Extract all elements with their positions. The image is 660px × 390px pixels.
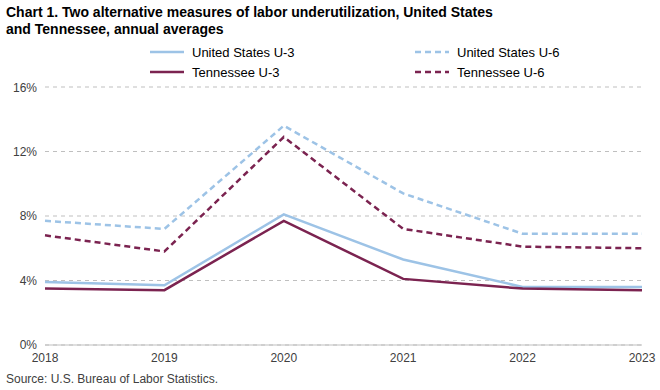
svg-text:2018: 2018 [32, 351, 59, 365]
html-text:Tennessee U-3: Tennessee U-3 [192, 64, 280, 80]
svg-text:2020: 2020 [270, 351, 297, 365]
svg-text:0%: 0% [20, 338, 38, 352]
html-text:Chart 1. Two alternative measu: Chart 1. Two alternative measures of lab… [6, 4, 493, 37]
svg-text:2021: 2021 [390, 351, 417, 365]
html-text:Source: U.S. Bureau of Labor S: Source: U.S. Bureau of Labor Statistics. [6, 372, 219, 386]
svg-text:2023: 2023 [629, 351, 652, 365]
html-text:United States U-3: United States U-3 [192, 44, 295, 60]
html-text:United States U-6: United States U-6 [457, 44, 560, 60]
svg-text:8%: 8% [20, 209, 38, 223]
svg-text:16%: 16% [13, 81, 37, 95]
svg-text:2019: 2019 [151, 351, 178, 365]
svg-text:12%: 12% [13, 145, 37, 159]
svg-text:4%: 4% [20, 274, 38, 288]
html-text:Tennessee U-6: Tennessee U-6 [457, 64, 545, 80]
svg-text:2022: 2022 [509, 351, 536, 365]
